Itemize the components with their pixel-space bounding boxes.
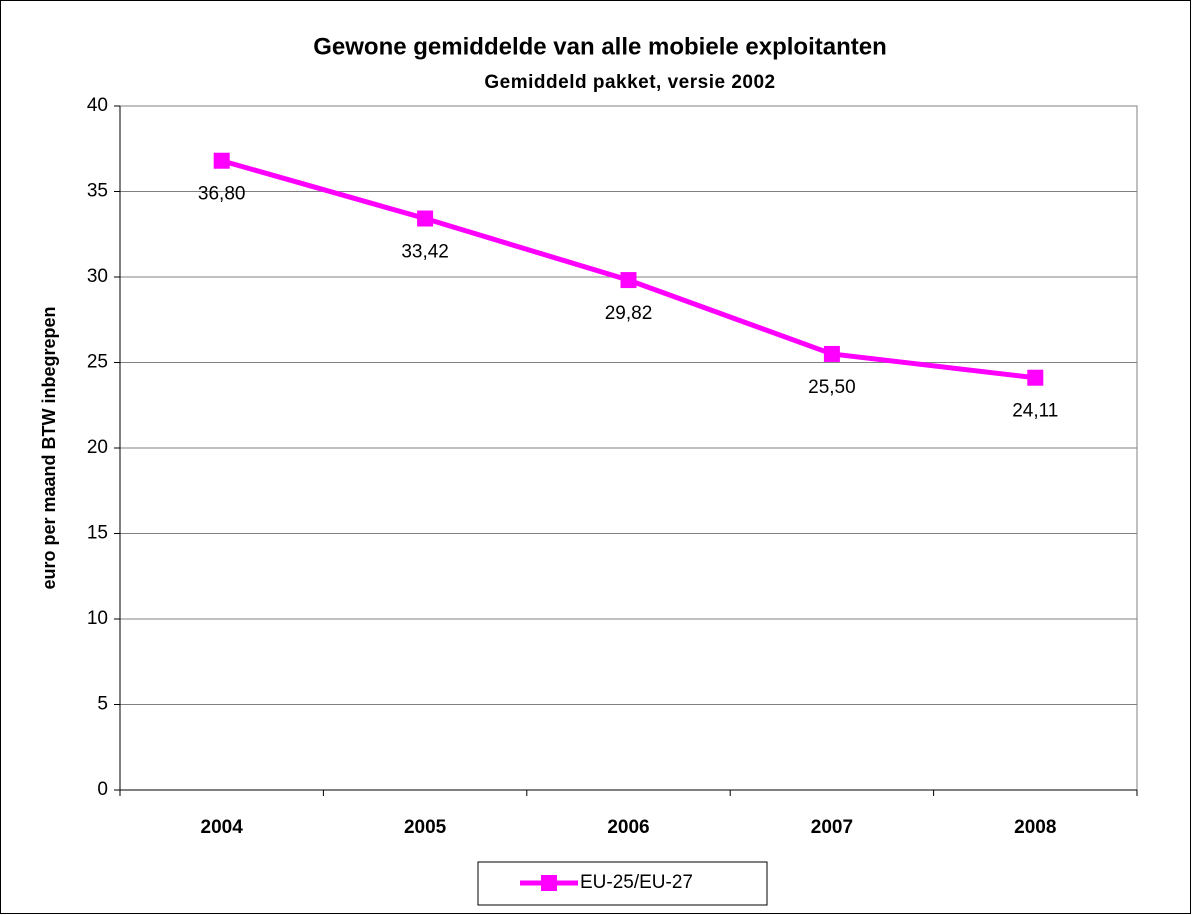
x-tick-label: 2008: [1014, 817, 1056, 838]
y-tick-label: 10: [87, 608, 108, 629]
y-tick-label: 35: [87, 181, 108, 202]
legend-label: EU-25/EU-27: [580, 872, 693, 893]
data-label: 36,80: [198, 184, 246, 205]
data-label: 24,11: [1012, 401, 1058, 422]
data-label: 29,82: [605, 303, 653, 324]
y-tick-label: 25: [87, 352, 108, 373]
data-label: 25,50: [808, 377, 856, 398]
y-axis-label: euro per maand BTW inbegrepen: [39, 306, 59, 589]
x-tick-label: 2007: [811, 817, 853, 838]
chart-title: Gewone gemiddelde van alle mobiele explo…: [313, 33, 886, 60]
point-marker: [417, 210, 434, 227]
y-tick-label: 15: [87, 523, 108, 544]
point-marker: [1027, 369, 1044, 386]
chart-subtitle: Gemiddeld pakket, versie 2002: [484, 72, 775, 93]
y-tick-label: 30: [87, 266, 108, 287]
y-tick-label: 0: [97, 779, 108, 800]
x-tick-label: 2004: [201, 817, 244, 838]
y-tick-label: 40: [87, 95, 108, 116]
legend-marker: [541, 875, 557, 891]
y-tick-label: 5: [97, 694, 108, 715]
point-marker: [620, 272, 637, 289]
point-marker: [213, 152, 230, 169]
point-marker: [823, 345, 840, 362]
y-tick-label: 20: [87, 437, 108, 458]
x-tick-label: 2005: [404, 817, 447, 838]
x-tick-label: 2006: [607, 817, 649, 838]
data-label: 33,42: [401, 242, 449, 263]
